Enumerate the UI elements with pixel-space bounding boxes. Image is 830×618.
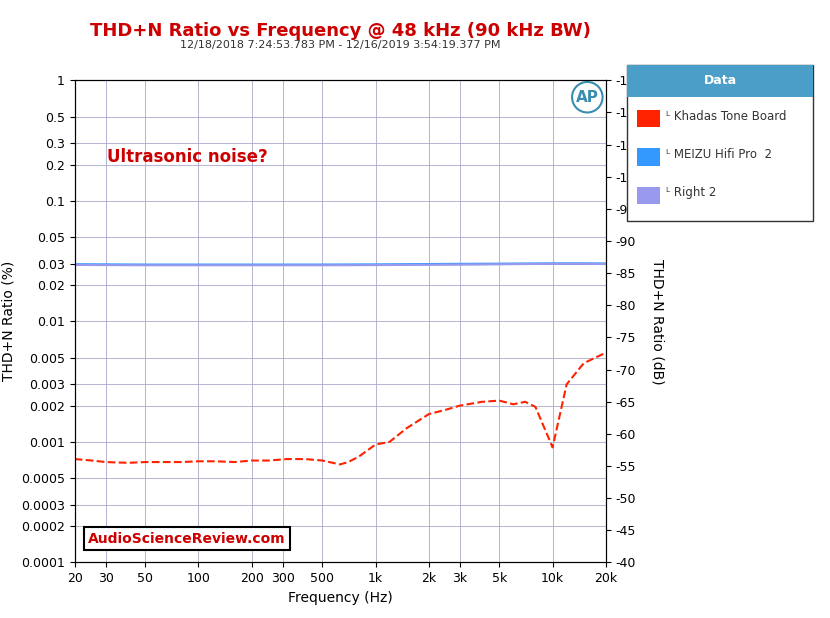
- ᴸ Khadas Tone Board: [354, 453, 364, 460]
- ᴸ MEIZU Hifi Pro  2: [101, 261, 111, 268]
- Text: AP: AP: [576, 90, 598, 104]
- ᴸ Khadas Tone Board: [441, 406, 451, 413]
- ᴸ MEIZU Hifi Pro  2: [548, 260, 558, 267]
- ᴸ MEIZU Hifi Pro  2: [495, 260, 505, 268]
- ᴸ Khadas Tone Board: [123, 459, 133, 467]
- ᴸ Khadas Tone Board: [211, 457, 221, 465]
- X-axis label: Frequency (Hz): Frequency (Hz): [288, 591, 393, 604]
- ᴸ Khadas Tone Board: [335, 460, 345, 468]
- ᴸ Khadas Tone Board: [70, 455, 80, 463]
- ᴸ Right 2: [317, 261, 327, 269]
- ᴸ MEIZU Hifi Pro  2: [317, 261, 327, 268]
- Line: ᴸ Khadas Tone Board: ᴸ Khadas Tone Board: [75, 353, 606, 464]
- ᴸ Khadas Tone Board: [140, 459, 150, 466]
- Y-axis label: THD+N Ratio (dB): THD+N Ratio (dB): [651, 258, 665, 384]
- ᴸ MEIZU Hifi Pro  2: [424, 261, 434, 268]
- ᴸ Khadas Tone Board: [601, 349, 611, 357]
- ᴸ Khadas Tone Board: [520, 398, 530, 405]
- ᴸ Right 2: [455, 261, 465, 268]
- ᴸ Khadas Tone Board: [424, 410, 434, 418]
- Text: AudioScienceReview.com: AudioScienceReview.com: [88, 531, 286, 546]
- ᴸ Khadas Tone Board: [158, 459, 168, 466]
- ᴸ Khadas Tone Board: [579, 360, 588, 367]
- ᴸ MEIZU Hifi Pro  2: [455, 260, 465, 268]
- Text: Data: Data: [704, 74, 736, 88]
- ᴸ Khadas Tone Board: [176, 459, 186, 466]
- ᴸ Khadas Tone Board: [230, 459, 240, 466]
- Text: ᴸ Khadas Tone Board: ᴸ Khadas Tone Board: [666, 109, 787, 123]
- ᴸ Right 2: [101, 261, 111, 269]
- Text: ᴸ Right 2: ᴸ Right 2: [666, 186, 717, 200]
- ᴸ Right 2: [140, 261, 150, 269]
- ᴸ Khadas Tone Board: [343, 459, 353, 466]
- ᴸ Khadas Tone Board: [508, 400, 518, 408]
- ᴸ Khadas Tone Board: [281, 455, 291, 463]
- ᴸ Khadas Tone Board: [300, 455, 310, 463]
- ᴸ Right 2: [548, 260, 558, 268]
- ᴸ Khadas Tone Board: [477, 398, 487, 405]
- ᴸ MEIZU Hifi Pro  2: [140, 261, 150, 268]
- ᴸ MEIZU Hifi Pro  2: [520, 260, 530, 268]
- ᴸ Khadas Tone Board: [370, 441, 380, 448]
- ᴸ Right 2: [520, 260, 530, 268]
- Text: 12/18/2018 7:24:53.783 PM - 12/16/2019 3:54:19.377 PM: 12/18/2018 7:24:53.783 PM - 12/16/2019 3…: [180, 40, 500, 50]
- ᴸ MEIZU Hifi Pro  2: [579, 260, 588, 267]
- Text: Ultrasonic noise?: Ultrasonic noise?: [106, 148, 267, 166]
- ᴸ Khadas Tone Board: [87, 457, 97, 464]
- ᴸ Right 2: [495, 261, 505, 268]
- ᴸ Khadas Tone Board: [384, 438, 394, 446]
- ᴸ Right 2: [424, 261, 434, 268]
- Y-axis label: THD+N Ratio (%): THD+N Ratio (%): [2, 261, 16, 381]
- ᴸ Right 2: [193, 261, 203, 269]
- Text: ᴸ MEIZU Hifi Pro  2: ᴸ MEIZU Hifi Pro 2: [666, 148, 773, 161]
- Text: THD+N Ratio vs Frequency @ 48 kHz (90 kHz BW): THD+N Ratio vs Frequency @ 48 kHz (90 kH…: [90, 22, 591, 40]
- Line: ᴸ MEIZU Hifi Pro  2: ᴸ MEIZU Hifi Pro 2: [75, 263, 606, 265]
- ᴸ Khadas Tone Board: [317, 457, 327, 464]
- ᴸ MEIZU Hifi Pro  2: [193, 261, 203, 268]
- Line: ᴸ Right 2: ᴸ Right 2: [75, 264, 606, 265]
- ᴸ Right 2: [70, 261, 80, 269]
- ᴸ Khadas Tone Board: [495, 397, 505, 404]
- ᴸ Right 2: [579, 260, 588, 268]
- ᴸ Khadas Tone Board: [402, 425, 412, 432]
- ᴸ Khadas Tone Board: [247, 457, 256, 464]
- ᴸ Khadas Tone Board: [530, 403, 540, 410]
- ᴸ MEIZU Hifi Pro  2: [601, 260, 611, 268]
- ᴸ Khadas Tone Board: [264, 457, 274, 464]
- ᴸ Khadas Tone Board: [101, 459, 111, 466]
- ᴸ Right 2: [601, 260, 611, 268]
- ᴸ MEIZU Hifi Pro  2: [247, 261, 256, 268]
- ᴸ Right 2: [247, 261, 256, 269]
- ᴸ Khadas Tone Board: [455, 402, 465, 409]
- ᴸ Khadas Tone Board: [562, 381, 572, 388]
- ᴸ MEIZU Hifi Pro  2: [370, 261, 380, 268]
- ᴸ Khadas Tone Board: [548, 444, 558, 451]
- ᴸ Khadas Tone Board: [193, 457, 203, 465]
- ᴸ MEIZU Hifi Pro  2: [70, 261, 80, 268]
- ᴸ Right 2: [370, 261, 380, 269]
